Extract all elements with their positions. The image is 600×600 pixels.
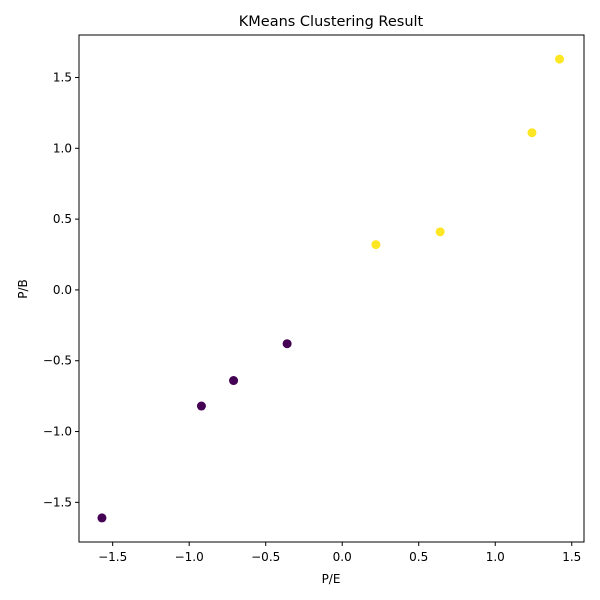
data-points: [97, 54, 565, 523]
y-axis: −1.5 −1.0 −0.5 0.0 0.5 1.0 1.5: [43, 70, 79, 509]
y-tick-label: 0.5: [53, 212, 72, 226]
scatter-point-cluster-1: [555, 54, 565, 64]
scatter-point-cluster-0: [97, 513, 107, 523]
scatter-point-cluster-1: [527, 128, 537, 138]
x-tick-label: −0.5: [251, 550, 280, 564]
scatter-point-cluster-0: [282, 339, 292, 349]
y-tick-label: −1.0: [43, 425, 72, 439]
y-axis-label: P/B: [16, 279, 30, 299]
x-tick-label: −1.5: [98, 550, 127, 564]
x-axis-label: P/E: [322, 572, 341, 586]
y-tick-label: 1.0: [53, 141, 72, 155]
y-tick-label: 1.5: [53, 70, 72, 84]
scatter-point-cluster-1: [371, 240, 381, 250]
y-tick-label: 0.0: [53, 283, 72, 297]
y-tick-label: −1.5: [43, 495, 72, 509]
x-axis: −1.5 −1.0 −0.5 0.0 0.5 1.0 1.5: [98, 542, 581, 564]
x-tick-label: −1.0: [175, 550, 204, 564]
x-tick-label: 0.0: [333, 550, 352, 564]
chart-title: KMeans Clustering Result: [239, 14, 424, 30]
scatter-point-cluster-0: [229, 376, 239, 386]
y-tick-label: −0.5: [43, 354, 72, 368]
x-tick-label: 1.5: [562, 550, 581, 564]
x-tick-label: 0.5: [409, 550, 428, 564]
scatter-point-cluster-1: [435, 227, 445, 237]
scatter-point-cluster-0: [196, 401, 206, 411]
plot-border: [78, 34, 585, 543]
x-tick-label: 1.0: [486, 550, 505, 564]
plot-area: [78, 34, 585, 543]
